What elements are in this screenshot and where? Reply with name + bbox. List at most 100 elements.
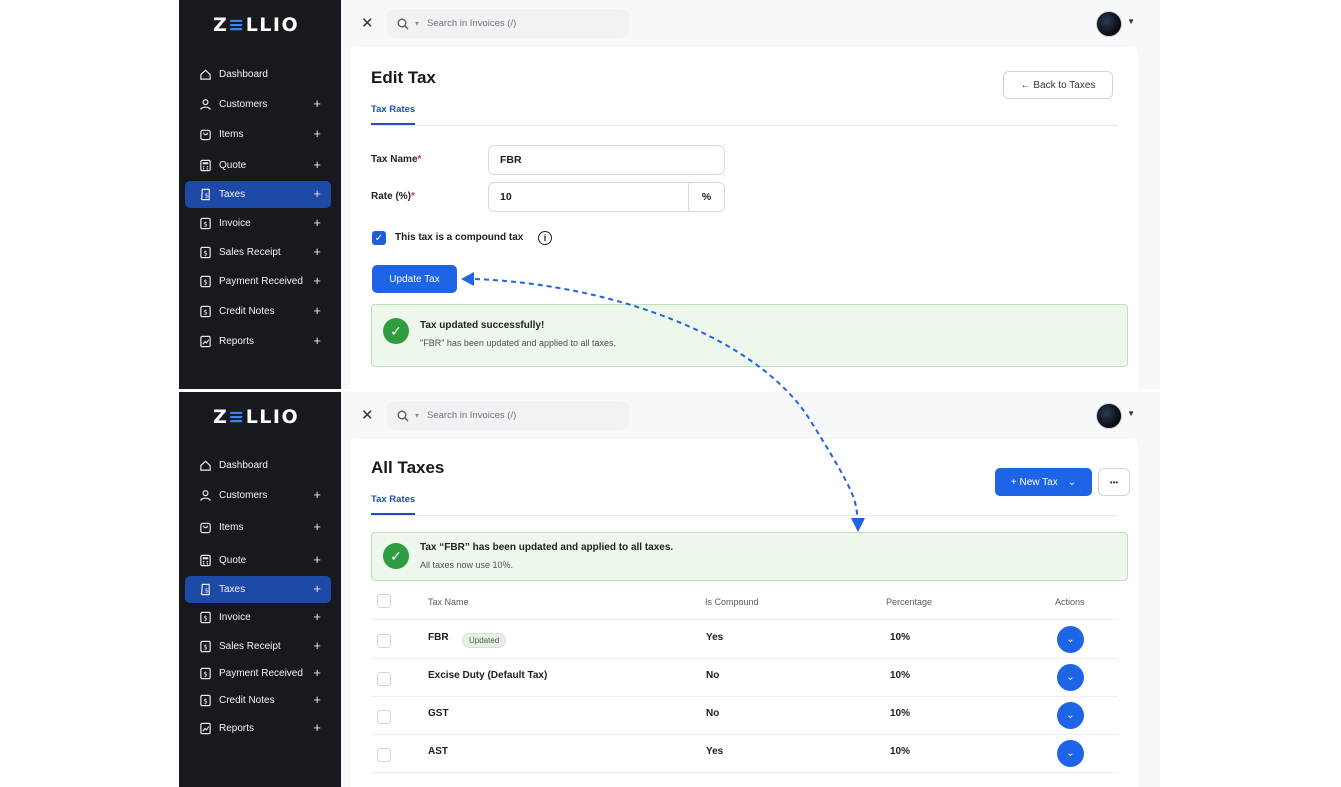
- bag-icon: [198, 521, 212, 535]
- dollar-doc-icon: $: [198, 667, 212, 681]
- search-input[interactable]: ▾ Search in Invoices (/): [387, 401, 629, 430]
- row-actions-button[interactable]: ⌄: [1057, 626, 1084, 653]
- svg-text:$: $: [203, 308, 207, 316]
- add-sales-receipt-button[interactable]: +: [313, 638, 321, 653]
- svg-text:$: $: [203, 670, 207, 678]
- sidebar-item-quote[interactable]: Quote +: [185, 152, 331, 179]
- alert-description: "FBR" has been updated and applied to al…: [420, 338, 617, 348]
- sidebar-item-invoice[interactable]: $ Invoice +: [185, 604, 331, 631]
- row-checkbox[interactable]: [377, 672, 391, 686]
- dollar-doc-icon: $: [198, 217, 212, 231]
- alert-title: Tax updated successfully!: [420, 320, 545, 331]
- add-invoice-button[interactable]: +: [313, 215, 321, 230]
- add-quote-button[interactable]: +: [313, 157, 321, 172]
- add-payment-received-button[interactable]: +: [313, 273, 321, 288]
- add-reports-button[interactable]: +: [313, 333, 321, 348]
- calculator-icon: [198, 554, 212, 568]
- add-customers-button[interactable]: +: [313, 96, 321, 111]
- sidebar-item-reports[interactable]: Reports +: [185, 715, 331, 742]
- table-row-divider: [371, 734, 1118, 735]
- sidebar-item-taxes[interactable]: $ Taxes +: [185, 181, 331, 208]
- add-reports-button[interactable]: +: [313, 720, 321, 735]
- info-icon[interactable]: i: [538, 231, 552, 245]
- more-options-button[interactable]: •••: [1098, 468, 1130, 496]
- add-quote-button[interactable]: +: [313, 552, 321, 567]
- compound-checkbox[interactable]: ✓: [372, 231, 386, 245]
- chevron-down-icon: ▾: [415, 411, 420, 420]
- row-actions-button[interactable]: ⌄: [1057, 664, 1084, 691]
- sidebar-item-label: Payment Received: [219, 276, 303, 287]
- add-taxes-button[interactable]: +: [313, 186, 321, 201]
- page-title: Edit Tax: [371, 68, 436, 87]
- all-taxes-content: All Taxes + New Tax ⌄ ••• Tax Rates ✓ Tax…: [351, 439, 1138, 787]
- add-customers-button[interactable]: +: [313, 487, 321, 502]
- row-actions-button[interactable]: ⌄: [1057, 740, 1084, 767]
- avatar[interactable]: [1096, 11, 1122, 37]
- search-input[interactable]: ▾ Search in Invoices (/): [387, 9, 629, 38]
- sidebar-item-label: Reports: [219, 336, 255, 347]
- sidebar-item-credit-notes[interactable]: $ Credit Notes +: [185, 687, 331, 714]
- header-divider: [371, 619, 1118, 620]
- sidebar-item-payment-received[interactable]: $ Payment Received +: [185, 660, 331, 687]
- add-sales-receipt-button[interactable]: +: [313, 244, 321, 259]
- row-checkbox[interactable]: [377, 710, 391, 724]
- search-placeholder: Search in Invoices (/): [427, 410, 517, 421]
- column-header-tax-name: Tax Name: [428, 597, 469, 607]
- all-taxes-screen: Z≡LLIO Dashboard Customers + Items + Quote + $ T…: [179, 392, 1160, 787]
- topbar: ✕ ▾ Search in Invoices (/) ▼: [341, 0, 1160, 47]
- add-items-button[interactable]: +: [313, 519, 321, 534]
- sidebar-item-items[interactable]: Items +: [185, 514, 331, 541]
- tax-name-cell: GST: [428, 708, 449, 719]
- sidebar-item-label: Payment Received: [219, 668, 303, 679]
- bag-icon: [198, 128, 212, 142]
- sidebar-item-dashboard[interactable]: Dashboard: [185, 61, 331, 88]
- add-payment-received-button[interactable]: +: [313, 665, 321, 680]
- sidebar-item-invoice[interactable]: $ Invoice +: [185, 210, 331, 237]
- column-header-actions: Actions: [1055, 597, 1085, 607]
- tax-name-cell: AST: [428, 746, 448, 757]
- update-tax-button[interactable]: Update Tax: [372, 265, 457, 293]
- new-tax-button[interactable]: + New Tax ⌄: [995, 468, 1092, 496]
- sidebar-item-dashboard[interactable]: Dashboard: [185, 452, 331, 479]
- tax-name-field[interactable]: FBR: [488, 145, 725, 175]
- row-checkbox[interactable]: [377, 634, 391, 648]
- sidebar-item-taxes[interactable]: $ Taxes +: [185, 576, 331, 603]
- sidebar-item-quote[interactable]: Quote +: [185, 547, 331, 574]
- tax-icon: $: [198, 188, 212, 202]
- sidebar-item-items[interactable]: Items +: [185, 121, 331, 148]
- dollar-doc-icon: $: [198, 694, 212, 708]
- add-items-button[interactable]: +: [313, 126, 321, 141]
- select-all-checkbox[interactable]: [377, 594, 391, 608]
- page-title: All Taxes: [371, 458, 445, 477]
- add-credit-notes-button[interactable]: +: [313, 692, 321, 707]
- add-credit-notes-button[interactable]: +: [313, 303, 321, 318]
- sidebar-item-reports[interactable]: Reports +: [185, 328, 331, 355]
- tab-tax-rates[interactable]: Tax Rates: [371, 494, 416, 515]
- sidebar-item-customers[interactable]: Customers +: [185, 482, 331, 509]
- tab-tax-rates[interactable]: Tax Rates: [371, 104, 416, 125]
- row-checkbox[interactable]: [377, 748, 391, 762]
- sidebar-item-sales-receipt[interactable]: $ Sales Receipt +: [185, 633, 331, 660]
- back-to-taxes-button[interactable]: ← Back to Taxes: [1003, 71, 1113, 99]
- user-icon: [198, 98, 212, 112]
- close-icon[interactable]: ✕: [361, 407, 374, 424]
- add-invoice-button[interactable]: +: [313, 609, 321, 624]
- percentage-cell: 10%: [890, 746, 911, 757]
- tab-divider: [371, 125, 1118, 126]
- sidebar-item-credit-notes[interactable]: $ Credit Notes +: [185, 298, 331, 325]
- compound-label: This tax is a compound tax: [395, 232, 524, 243]
- add-taxes-button[interactable]: +: [313, 581, 321, 596]
- check-circle-icon: ✓: [383, 318, 409, 344]
- avatar[interactable]: [1096, 403, 1122, 429]
- rate-field[interactable]: 10%: [488, 182, 725, 212]
- sidebar-item-label: Quote: [219, 160, 247, 171]
- sidebar-item-payment-received[interactable]: $ Payment Received +: [185, 268, 331, 295]
- close-icon[interactable]: ✕: [361, 15, 374, 32]
- search-icon: [397, 18, 409, 29]
- sidebar-item-customers[interactable]: Customers +: [185, 91, 331, 118]
- chevron-down-icon[interactable]: ▼: [1127, 409, 1135, 418]
- dollar-doc-icon: $: [198, 305, 212, 319]
- sidebar-item-sales-receipt[interactable]: $ Sales Receipt +: [185, 239, 331, 266]
- chevron-down-icon[interactable]: ▼: [1127, 17, 1135, 26]
- row-actions-button[interactable]: ⌄: [1057, 702, 1084, 729]
